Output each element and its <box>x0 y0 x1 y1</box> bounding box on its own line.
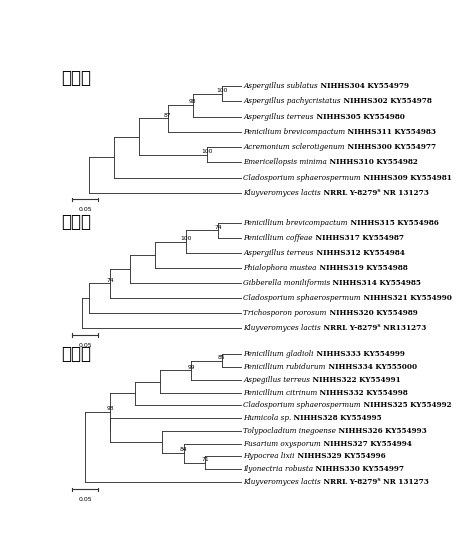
Text: NIHHS310 KY554982: NIHHS310 KY554982 <box>326 158 417 166</box>
Text: NIHHS300 KY554977: NIHHS300 KY554977 <box>344 143 435 151</box>
Text: Cladosporium sphaerospermum: Cladosporium sphaerospermum <box>243 401 360 409</box>
Text: 74: 74 <box>214 225 221 230</box>
Text: Cladosporium sphaerospermum: Cladosporium sphaerospermum <box>243 294 360 302</box>
Text: NIHHS302 KY554978: NIHHS302 KY554978 <box>340 97 431 105</box>
Text: NIHHS319 KY554988: NIHHS319 KY554988 <box>316 264 407 272</box>
Text: 99: 99 <box>187 365 194 370</box>
Text: NIHHS309 KY554981: NIHHS309 KY554981 <box>360 173 450 182</box>
Text: Hypocrea lixii: Hypocrea lixii <box>243 453 294 460</box>
Text: Tolypocladium inegoense: Tolypocladium inegoense <box>243 427 335 435</box>
Text: Kluyveromyces lactis: Kluyveromyces lactis <box>243 189 320 197</box>
Text: NRRL Y-8279ᵀ NR 131273: NRRL Y-8279ᵀ NR 131273 <box>320 189 428 197</box>
Text: 100: 100 <box>201 149 213 154</box>
Text: NRRL Y-8279ᵀ NR 131273: NRRL Y-8279ᵀ NR 131273 <box>320 478 428 486</box>
Text: 0.05: 0.05 <box>78 343 92 348</box>
Text: Kluyveromyces lactis: Kluyveromyces lactis <box>243 324 320 332</box>
Text: 84: 84 <box>180 448 187 453</box>
Text: Penicillium brevicompactum: Penicillium brevicompactum <box>243 219 347 227</box>
Text: Kluyveromyces lactis: Kluyveromyces lactis <box>243 478 320 486</box>
Text: NIHHS315 KY554986: NIHHS315 KY554986 <box>347 219 438 227</box>
Text: Penicilium brevicompactum: Penicilium brevicompactum <box>243 128 344 136</box>
Text: 100: 100 <box>215 88 227 93</box>
Text: Penicillium citrinum: Penicillium citrinum <box>243 389 317 396</box>
Text: NIHHS320 KY554989: NIHHS320 KY554989 <box>326 309 416 317</box>
Text: 100: 100 <box>180 236 191 241</box>
Text: NRRL Y-8279ᵀ NR131273: NRRL Y-8279ᵀ NR131273 <box>320 324 425 332</box>
Text: Penicillium gladioli: Penicillium gladioli <box>243 350 313 359</box>
Text: NIHHS329 KY554996: NIHHS329 KY554996 <box>294 453 384 460</box>
Text: Trichosporon porosum: Trichosporon porosum <box>243 309 326 317</box>
Text: Aspergillus sublatus: Aspergillus sublatus <box>243 82 317 90</box>
Text: 85: 85 <box>217 355 225 360</box>
Text: Acremonium sclerotigenum: Acremonium sclerotigenum <box>243 143 344 151</box>
Text: Ilyonectria robusta: Ilyonectria robusta <box>243 465 313 473</box>
Text: 87: 87 <box>163 113 171 118</box>
Text: NIHHS317 KY554987: NIHHS317 KY554987 <box>312 234 403 242</box>
Text: Fusarium oxysporum: Fusarium oxysporum <box>243 440 320 448</box>
Text: NIHHS328 KY554995: NIHHS328 KY554995 <box>291 414 381 422</box>
Text: 98: 98 <box>189 99 196 104</box>
Text: NIHHS305 KY554980: NIHHS305 KY554980 <box>313 112 404 121</box>
Text: 합천군: 합천군 <box>62 69 91 87</box>
Text: NIHHS322 KY554991: NIHHS322 KY554991 <box>310 376 400 384</box>
Text: Aspergillus pachycristatus: Aspergillus pachycristatus <box>243 97 340 105</box>
Text: NIHHS326 KY554993: NIHHS326 KY554993 <box>335 427 426 435</box>
Text: NIHHS327 KY554994: NIHHS327 KY554994 <box>320 440 411 448</box>
Text: Aspergillus terreus: Aspergillus terreus <box>243 249 313 257</box>
Text: 74: 74 <box>106 277 114 282</box>
Text: Aspergillus terreus: Aspergillus terreus <box>243 112 313 121</box>
Text: 0.05: 0.05 <box>78 207 92 212</box>
Text: Gibberella moniliformis: Gibberella moniliformis <box>243 279 330 287</box>
Text: NIHHS330 KY554997: NIHHS330 KY554997 <box>313 465 403 473</box>
Text: NIHHS304 KY554979: NIHHS304 KY554979 <box>317 82 408 90</box>
Text: Penicillium rubidurum: Penicillium rubidurum <box>243 363 325 371</box>
Text: Humicola sp.: Humicola sp. <box>243 414 291 422</box>
Text: Aspegillus terreus: Aspegillus terreus <box>243 376 310 384</box>
Text: NIHHS311 KY554983: NIHHS311 KY554983 <box>344 128 435 136</box>
Text: Emericellopsis minima: Emericellopsis minima <box>243 158 326 166</box>
Text: NIHHS314 KY554985: NIHHS314 KY554985 <box>330 279 420 287</box>
Text: 0.05: 0.05 <box>78 497 92 502</box>
Text: NIHHS334 KY555000: NIHHS334 KY555000 <box>325 363 416 371</box>
Text: Cladosporium sphaerospermum: Cladosporium sphaerospermum <box>243 173 360 182</box>
Text: 71: 71 <box>201 457 209 462</box>
Text: Phialophora mustea: Phialophora mustea <box>243 264 316 272</box>
Text: NIHHS332 KY554998: NIHHS332 KY554998 <box>317 389 407 396</box>
Text: 98: 98 <box>106 406 113 411</box>
Text: 부여군: 부여군 <box>62 345 91 363</box>
Text: Penicillium coffeae: Penicillium coffeae <box>243 234 312 242</box>
Text: NIHHS321 KY554990: NIHHS321 KY554990 <box>360 294 450 302</box>
Text: NIHHS325 KY554992: NIHHS325 KY554992 <box>360 401 450 409</box>
Text: NIHHS333 KY554999: NIHHS333 KY554999 <box>313 350 404 359</box>
Text: 완주군: 완주군 <box>62 213 91 231</box>
Text: NIHHS312 KY554984: NIHHS312 KY554984 <box>313 249 404 257</box>
